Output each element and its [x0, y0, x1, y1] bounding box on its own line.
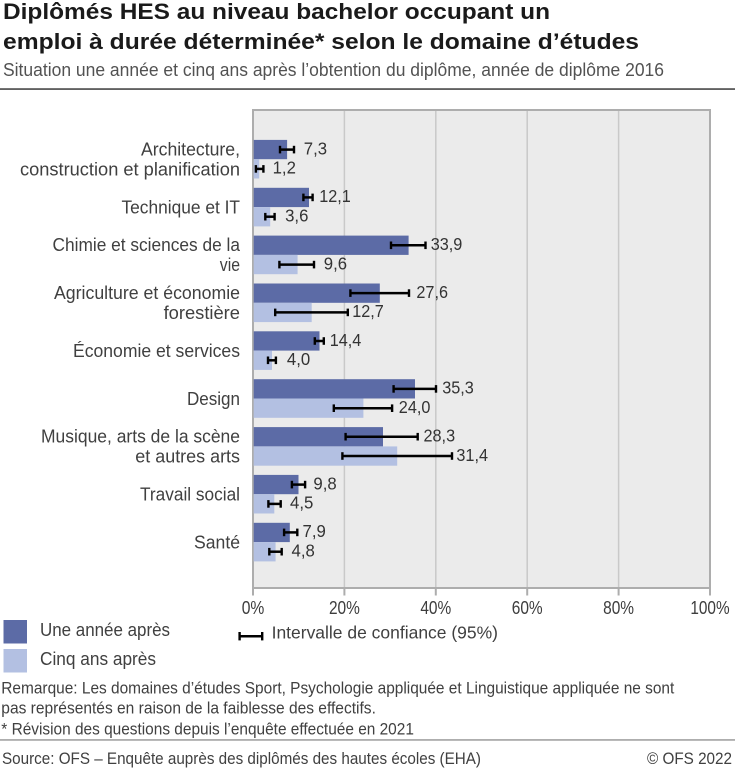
svg-text:Architecture,: Architecture, — [141, 140, 240, 160]
svg-text:Cinq ans après: Cinq ans après — [40, 649, 156, 669]
svg-text:Musique, arts de la scène: Musique, arts de la scène — [41, 427, 240, 447]
svg-text:100%: 100% — [690, 598, 729, 618]
svg-text:4,5: 4,5 — [290, 493, 313, 513]
svg-text:Chimie et sciences de la: Chimie et sciences de la — [53, 235, 241, 255]
svg-text:Intervalle de confiance (95%): Intervalle de confiance (95%) — [272, 623, 498, 643]
svg-text:Design: Design — [187, 389, 240, 409]
svg-text:0%: 0% — [242, 598, 265, 618]
svg-text:et autres arts: et autres arts — [135, 447, 240, 467]
svg-text:construction et planification: construction et planification — [20, 160, 240, 180]
svg-text:27,6: 27,6 — [416, 282, 448, 302]
svg-text:33,9: 33,9 — [431, 234, 463, 254]
svg-text:3,6: 3,6 — [285, 206, 308, 226]
svg-text:emploi à durée déterminée* sel: emploi à durée déterminée* selon le doma… — [3, 29, 639, 54]
svg-text:Diplômés HES au niveau bachelo: Diplômés HES au niveau bachelor occupant… — [3, 0, 550, 24]
svg-text:Santé: Santé — [194, 532, 240, 552]
svg-text:40%: 40% — [420, 598, 451, 618]
svg-text:1,2: 1,2 — [273, 158, 296, 178]
svg-text:pas représentés en raison de l: pas représentés en raison de la faibless… — [1, 699, 376, 717]
svg-text:7,3: 7,3 — [304, 138, 327, 158]
svg-text:Économie et services: Économie et services — [73, 341, 240, 361]
svg-text:12,7: 12,7 — [352, 301, 384, 321]
svg-text:14,4: 14,4 — [330, 330, 362, 350]
svg-text:Agriculture et économie: Agriculture et économie — [54, 283, 240, 303]
svg-text:© OFS 2022: © OFS 2022 — [647, 750, 732, 768]
svg-text:20%: 20% — [329, 598, 360, 618]
svg-text:28,3: 28,3 — [424, 426, 456, 446]
svg-text:35,3: 35,3 — [442, 378, 474, 398]
svg-text:9,6: 9,6 — [324, 253, 347, 273]
svg-text:7,9: 7,9 — [303, 521, 326, 541]
svg-text:Source: OFS – Enquête auprès d: Source: OFS – Enquête auprès des diplômé… — [2, 750, 481, 768]
svg-text:Travail social: Travail social — [140, 485, 240, 505]
svg-text:4,8: 4,8 — [292, 541, 315, 561]
svg-text:* Révision des questions depui: * Révision des questions depuis l’enquêt… — [1, 720, 414, 738]
svg-text:Une année après: Une année après — [40, 620, 170, 640]
svg-text:Situation une année et cinq an: Situation une année et cinq ans après l’… — [3, 60, 664, 80]
svg-text:forestière: forestière — [164, 303, 240, 323]
svg-text:vie: vie — [220, 255, 240, 275]
svg-text:31,4: 31,4 — [456, 445, 488, 465]
svg-text:24,0: 24,0 — [399, 397, 431, 417]
svg-text:80%: 80% — [603, 598, 634, 618]
svg-text:12,1: 12,1 — [319, 186, 351, 206]
svg-text:Technique et IT: Technique et IT — [122, 197, 241, 217]
svg-text:Remarque: Les domaines d’étude: Remarque: Les domaines d’études Sport, P… — [1, 679, 674, 697]
svg-text:4,0: 4,0 — [287, 349, 311, 369]
svg-text:9,8: 9,8 — [313, 473, 336, 493]
svg-text:60%: 60% — [512, 598, 543, 618]
